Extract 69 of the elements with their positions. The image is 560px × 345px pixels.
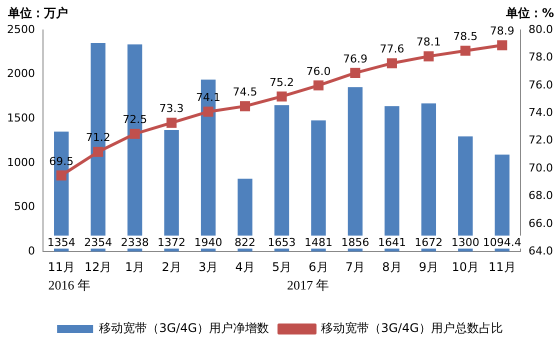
point (276, 91, 287, 102)
text: 2016 年 (48, 278, 90, 293)
x-tick-label: 11月 (48, 260, 75, 274)
y2-tick-label: 78.0 (528, 50, 554, 64)
point (130, 128, 140, 139)
data-label: 1354 (47, 236, 76, 249)
y2-tick-label: 80.0 (528, 22, 554, 36)
y-tick-label: 1500 (6, 112, 35, 124)
data-label: 78.5 (453, 30, 478, 44)
data-label: 1372 (158, 236, 186, 249)
y-tick-label: 2000 (6, 67, 35, 80)
x-tick-label: 4月 (235, 260, 255, 274)
x-tick-label: 8月 (382, 260, 402, 274)
point (240, 101, 250, 112)
data-label: 76.9 (342, 52, 368, 66)
data-label: 2338 (120, 236, 149, 249)
point (93, 146, 104, 157)
x-tick-label: 3月 (198, 260, 218, 274)
y-tick-label: 0 (28, 244, 35, 258)
point (56, 170, 66, 180)
data-label: 1641 (378, 236, 406, 249)
x-tick-label: 5月 (272, 260, 292, 274)
data-label: 76.0 (306, 64, 331, 78)
x-tick-label: 12月 (84, 260, 112, 274)
y2-tick-label: 64.0 (528, 244, 554, 258)
y-tick-label: 1000 (6, 156, 35, 169)
point (203, 106, 214, 117)
data-label: 1653 (268, 236, 296, 249)
x-tick-label: 2月 (162, 260, 182, 274)
data-label: 74.5 (232, 86, 258, 99)
x-tick-label: 9月 (418, 260, 438, 274)
point (424, 51, 434, 62)
data-label: 77.6 (380, 42, 404, 56)
data-label: 73.3 (159, 102, 184, 116)
y2-tick-label: 74.0 (528, 106, 554, 119)
data-label: 1481 (304, 236, 332, 249)
data-label: 1856 (341, 236, 370, 249)
data-label: 78.1 (416, 36, 441, 49)
y-tick-label: 2500 (6, 22, 35, 36)
point (166, 118, 177, 128)
x-tick-label: 1月 (125, 260, 145, 274)
y2-tick-label: 76.0 (528, 78, 554, 92)
y2-tick-label: 72.0 (528, 134, 554, 147)
data-label: 2354 (84, 236, 112, 249)
point (350, 68, 360, 78)
y2-axis-title: 单位：% (504, 6, 554, 20)
data-label: 1940 (194, 236, 222, 249)
y2-tick-label: 70.0 (528, 161, 554, 174)
point (497, 40, 508, 50)
x-tick-label: 11月 (488, 260, 516, 274)
x-tick-label: 7月 (345, 260, 366, 274)
data-label: 78.9 (490, 24, 514, 38)
x-tick-label: 10月 (452, 260, 480, 274)
data-label: 1094.4 (482, 236, 522, 249)
y2-tick-label: 68.0 (528, 189, 554, 202)
data-label: 1300 (451, 236, 480, 249)
legend-label: 移动宽带（3G/4G）用户净增数 (99, 321, 270, 336)
legend-label: 移动宽带（3G/4G）用户总数占比 (321, 321, 503, 336)
data-label: 75.2 (270, 76, 294, 89)
point (313, 80, 324, 90)
text: 2017 年 (286, 278, 330, 293)
point (386, 58, 397, 68)
y-tick-label: 500 (14, 200, 35, 214)
x-tick-label: 6月 (308, 260, 328, 274)
point (460, 46, 470, 56)
y-axis-title: 单位：万户 (7, 6, 68, 20)
y2-tick-label: 66.0 (528, 216, 554, 230)
data-label: 1672 (414, 236, 443, 249)
data-label: 822 (234, 236, 256, 249)
